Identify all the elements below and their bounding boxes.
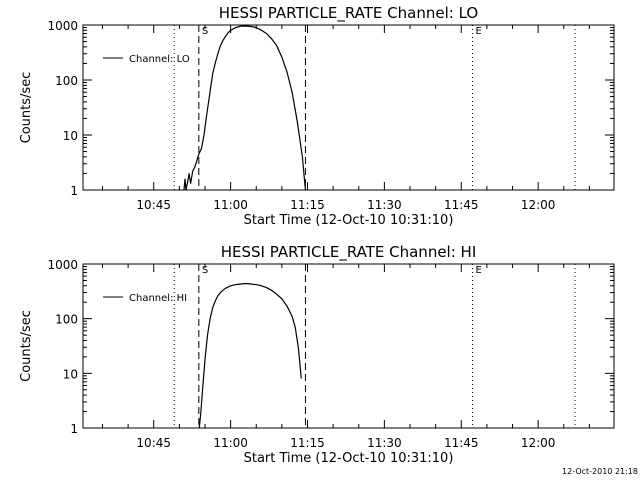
panel-1-x-axis-label: Start Time (12-Oct-10 10:31:10) xyxy=(244,213,454,228)
panel-1-x-tick-label: 11:00 xyxy=(213,198,248,212)
panel-1-x-tick-label: 11:30 xyxy=(367,198,402,212)
panel-2-series-line xyxy=(198,282,302,429)
panel-2-x-axis-label: Start Time (12-Oct-10 10:31:10) xyxy=(244,451,454,466)
panel-1-marker-label-S: S xyxy=(202,26,208,37)
panel-2-x-tick-label: 11:30 xyxy=(367,436,402,450)
panel-1-x-tick-label: 11:45 xyxy=(444,198,479,212)
panel-1-legend-label: Channel: LO xyxy=(129,54,190,65)
panel-2-x-tick-label: 11:00 xyxy=(213,436,248,450)
panel-1-x-tick-label: 12:00 xyxy=(521,198,556,212)
panel-1-y-axis-label: Counts/sec xyxy=(19,72,34,144)
panel-1-x-tick-label: 10:45 xyxy=(136,198,171,212)
panel-2-marker-label-E: E xyxy=(476,265,482,276)
panel-2-y-tick-label: 100 xyxy=(55,313,78,327)
panel-1-series-line xyxy=(183,25,306,191)
panel-2-y-tick-label: 1000 xyxy=(47,258,78,272)
panel-1-y-tick-label: 1000 xyxy=(47,19,78,33)
panel-2-chart-title: HESSI PARTICLE_RATE Channel: HI xyxy=(221,243,477,262)
panel-2-plot-frame xyxy=(82,263,615,429)
panel-2-x-tick-label: 12:00 xyxy=(521,436,556,450)
panel-1-plot-frame xyxy=(82,24,615,191)
panel-1-y-tick-label: 1 xyxy=(70,184,78,198)
panel-2-legend-label: Channel: HI xyxy=(129,293,187,304)
panel-2-y-axis-label: Counts/sec xyxy=(19,310,34,382)
panel-2-x-tick-label: 11:15 xyxy=(290,436,325,450)
timestamp-footer: 12-Oct-2010 21:18 xyxy=(562,467,638,476)
panel-2-x-tick-label: 11:45 xyxy=(444,436,479,450)
panel-2-y-tick-label: 10 xyxy=(63,367,78,381)
panel-1-y-tick-label: 10 xyxy=(63,129,78,143)
panel-2-x-tick-label: 10:45 xyxy=(136,436,171,450)
panel-2-marker-label-S: S xyxy=(202,265,208,276)
panel-1-chart-title: HESSI PARTICLE_RATE Channel: LO xyxy=(219,4,478,23)
panel-1-y-tick-label: 100 xyxy=(55,74,78,88)
panel-2-y-tick-label: 1 xyxy=(70,422,78,436)
panel-1-marker-label-E: E xyxy=(476,26,482,37)
panel-1-x-tick-label: 11:15 xyxy=(290,198,325,212)
